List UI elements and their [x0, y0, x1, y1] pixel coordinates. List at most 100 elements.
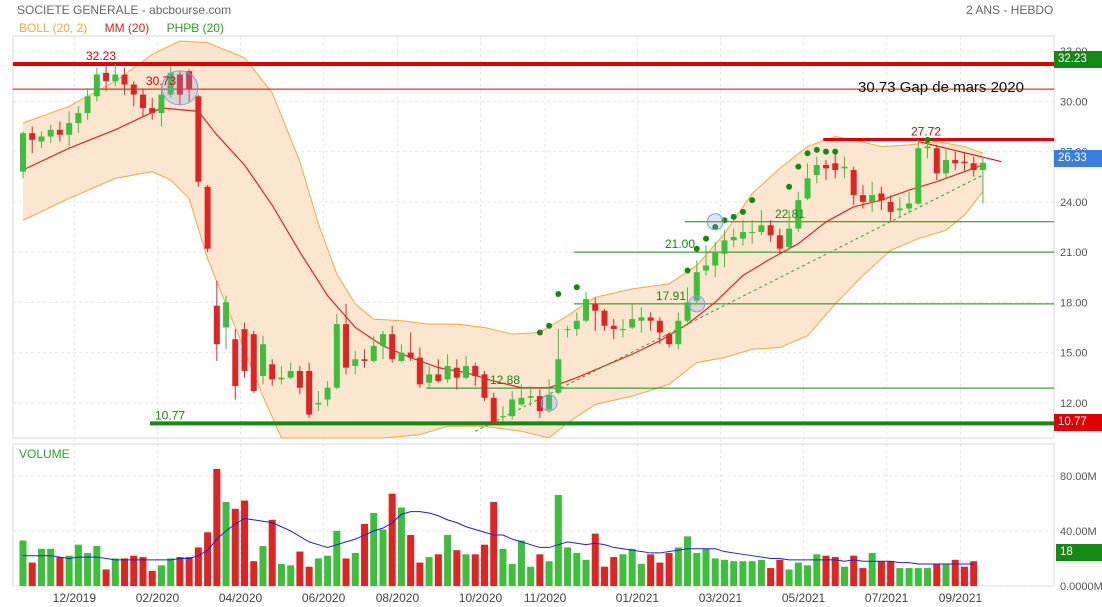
- candle-body: [444, 365, 451, 380]
- volume-bar: [711, 558, 719, 586]
- candle-body: [564, 329, 571, 331]
- volume-bar: [887, 561, 895, 586]
- candle-body: [278, 377, 285, 380]
- volume-bar: [241, 500, 249, 586]
- volume-bar: [693, 552, 701, 586]
- candle-body: [241, 329, 248, 371]
- candle-body: [906, 203, 913, 209]
- phpb-dot: [555, 290, 562, 297]
- candle-body: [213, 305, 220, 345]
- phpb-dot: [795, 163, 802, 170]
- candle-body: [804, 178, 811, 199]
- volume-bar: [914, 568, 922, 586]
- phpb-dot: [730, 213, 737, 220]
- candle-body: [66, 123, 73, 135]
- legend-phpb: PHPB (20): [166, 21, 224, 35]
- candle-body: [629, 319, 636, 328]
- candle-body: [287, 371, 294, 378]
- candle-body: [453, 367, 460, 378]
- volume-bar: [84, 552, 92, 586]
- volume-bar: [370, 512, 378, 586]
- volume-bar: [185, 557, 193, 586]
- time-tick-label: 09/2021: [939, 591, 983, 605]
- phpb-dot: [813, 146, 820, 153]
- candle-body: [767, 225, 774, 236]
- volume-bar: [905, 568, 913, 586]
- candle-body: [389, 334, 396, 360]
- legend-mm: MM (20): [104, 21, 150, 35]
- annotation-gap-level: 30.73: [146, 74, 176, 88]
- candle-body: [583, 298, 590, 321]
- volume-bar: [130, 555, 138, 586]
- candle-body: [693, 272, 700, 301]
- volume-bar: [896, 568, 904, 586]
- volume-bar: [93, 546, 101, 586]
- candle-body: [38, 136, 45, 142]
- candle-body: [481, 374, 488, 398]
- volume-bar: [924, 568, 932, 586]
- volume-title: VOLUME: [19, 447, 70, 461]
- volume-bar: [222, 501, 230, 586]
- volume-bar: [610, 557, 618, 586]
- chart-title: SOCIETE GENERALE - abcbourse.com: [17, 3, 232, 17]
- volume-tick-label: 0.0000M: [1060, 581, 1102, 593]
- candle-body: [186, 71, 193, 90]
- bollinger-lower-line: [22, 171, 984, 439]
- candle-body: [269, 364, 276, 380]
- candle-body: [573, 320, 580, 330]
- volume-bar: [573, 552, 581, 586]
- volume-bar: [564, 547, 572, 586]
- phpb-dot: [536, 329, 543, 336]
- volume-bar: [351, 552, 359, 586]
- candle-body: [509, 399, 516, 417]
- volume-bar: [444, 535, 452, 586]
- volume-bar: [822, 555, 830, 586]
- annotation-level-2100: 21.00: [665, 237, 695, 251]
- tag-last-price: 26.33: [1054, 150, 1102, 167]
- candle-body: [176, 74, 183, 95]
- volume-bar: [407, 535, 415, 586]
- highlight-circle: [688, 295, 706, 313]
- annotation-gap-note: 30.73 Gap de mars 2020: [858, 79, 1024, 96]
- volume-bar: [471, 554, 479, 586]
- volume-bar: [517, 540, 525, 586]
- indicator-legend: BOLL (20, 2) MM (20) PHPB (20): [19, 21, 238, 35]
- volume-bar: [148, 570, 156, 586]
- volume-bar: [960, 566, 968, 586]
- candle-body: [232, 339, 239, 387]
- volume-bar: [591, 533, 599, 586]
- candle-body: [795, 200, 802, 229]
- candle-body: [472, 365, 479, 377]
- price-tick-label: 12.00: [1060, 398, 1088, 410]
- volume-bar: [121, 558, 129, 586]
- candle-body: [610, 325, 617, 330]
- annotation-level-1288: 12.88: [490, 373, 520, 387]
- volume-bar: [102, 569, 110, 586]
- volume-bar: [462, 554, 470, 586]
- volume-bar: [813, 554, 821, 586]
- price-tick-label: 24.00: [1060, 197, 1088, 209]
- candle-body: [435, 374, 442, 382]
- phpb-dot: [684, 267, 691, 274]
- candle-body: [666, 334, 673, 345]
- volume-bar: [757, 559, 765, 586]
- candle-body: [306, 371, 313, 415]
- candle-body: [352, 359, 359, 366]
- volume-bar: [684, 536, 692, 586]
- candle-body: [416, 357, 423, 385]
- time-tick-label: 03/2021: [699, 591, 743, 605]
- phpb-dot: [712, 223, 719, 230]
- candle-body: [259, 344, 266, 377]
- phpb-dot: [804, 150, 811, 157]
- time-tick-label: 01/2021: [616, 591, 660, 605]
- volume-bar: [37, 548, 45, 586]
- phpb-dot: [739, 208, 746, 215]
- volume-bar: [804, 565, 812, 586]
- moving-average-line: [22, 107, 984, 389]
- phpb-dot: [924, 136, 931, 143]
- volume-bar: [296, 551, 304, 586]
- candle-body: [296, 371, 303, 388]
- candle-body: [721, 240, 728, 254]
- phpb-dot: [786, 183, 793, 190]
- volume-bar: [388, 493, 396, 586]
